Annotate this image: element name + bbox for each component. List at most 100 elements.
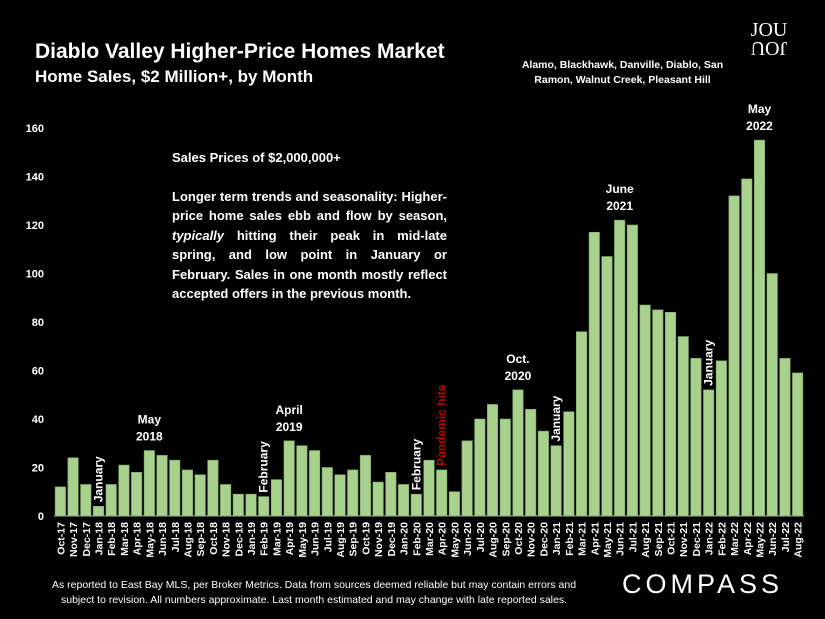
x-tick-label: Aug-20 (488, 522, 500, 558)
x-tick-label: May-22 (755, 522, 767, 558)
x-tick-label: Jul-19 (322, 522, 334, 553)
x-tick-label: Feb-20 (411, 522, 423, 556)
chart-title: Diablo Valley Higher-Price Homes Market (35, 40, 445, 63)
annotation-label: 2020 (505, 369, 532, 383)
x-tick-label: Jan-19 (246, 522, 258, 555)
bar (639, 304, 651, 517)
x-tick-label: Nov-20 (526, 522, 538, 557)
description-box: Sales Prices of $2,000,000+ Longer term … (172, 148, 447, 304)
y-tick-label: 60 (32, 366, 44, 378)
annotation-label: 2021 (606, 199, 633, 213)
x-tick-label: Jun-18 (157, 522, 169, 556)
bar (563, 411, 575, 517)
annotation-label: 2022 (746, 119, 773, 133)
bar (550, 445, 562, 517)
x-tick-label: Jun-22 (767, 522, 779, 556)
annotation-label: May (138, 413, 162, 427)
x-tick-label: Mar-21 (577, 522, 589, 556)
x-tick-label: Dec-19 (386, 522, 398, 557)
bar (207, 459, 219, 517)
bar (143, 450, 155, 517)
bar (512, 389, 524, 517)
bar (741, 178, 753, 517)
x-tick-label: Sep-19 (348, 522, 360, 557)
x-tick-label: Aug-21 (640, 522, 652, 558)
x-tick-label: Dec-21 (691, 522, 703, 557)
y-tick-label: 20 (32, 463, 44, 475)
x-tick-label: Aug-22 (793, 522, 805, 558)
x-tick-label: Jan-22 (704, 522, 716, 555)
annotation-label: April (275, 403, 302, 417)
x-tick-label: May-18 (144, 522, 156, 558)
bar (448, 491, 460, 517)
x-tick-label: Dec-20 (538, 522, 550, 557)
x-tick-label: Mar-19 (271, 522, 283, 556)
x-tick-label: Oct-17 (55, 522, 67, 555)
bar (296, 445, 308, 517)
x-tick-label: Apr-22 (742, 522, 754, 555)
annotation-label: Pandemic hits (435, 384, 449, 466)
bar (436, 469, 448, 517)
bar (601, 256, 613, 517)
bar (92, 505, 105, 517)
x-tick-label: Jun-20 (462, 522, 474, 556)
bar (398, 484, 410, 517)
x-tick-label: Oct-18 (208, 522, 220, 555)
y-tick-label: 0 (38, 511, 44, 523)
x-tick-label: Nov-18 (221, 522, 233, 557)
x-tick-label: Nov-21 (678, 522, 690, 557)
description-text-2: hitting their peak in mid-late spring, a… (172, 227, 447, 302)
annotation-label: February (409, 438, 423, 490)
bar (753, 139, 766, 517)
x-tick-label: Feb-19 (259, 522, 271, 556)
bar (245, 493, 257, 517)
x-tick-label: Sep-20 (500, 522, 512, 557)
bar (372, 481, 384, 517)
x-tick-label: Sep-18 (195, 522, 207, 557)
bar (283, 440, 295, 517)
bar (537, 430, 549, 517)
bar (715, 360, 727, 517)
bar (232, 493, 244, 517)
x-tick-label: May-20 (449, 522, 461, 558)
bar (665, 311, 677, 517)
annotation-label: January (549, 395, 563, 441)
x-tick-label: Oct-21 (666, 522, 678, 555)
bar (487, 404, 499, 517)
brand-logo: JOU JOU (750, 19, 788, 59)
bar (131, 472, 143, 517)
bar (67, 457, 79, 517)
bar (169, 459, 181, 517)
x-tick-label: Jul-22 (780, 522, 792, 553)
bar (614, 219, 626, 517)
bar (703, 389, 715, 517)
annotation-label: June (606, 182, 634, 196)
x-tick-label: Jul-20 (475, 522, 487, 553)
bar (54, 486, 66, 517)
x-tick-label: May-19 (297, 522, 309, 558)
chart-subtitle: Home Sales, $2 Million+, by Month (35, 67, 314, 86)
y-tick-label: 160 (26, 123, 44, 135)
bar (728, 195, 740, 517)
x-tick-label: Dec-17 (81, 522, 93, 557)
bar (652, 309, 664, 517)
x-tick-label: May-21 (602, 522, 614, 558)
x-tick-label: Nov-19 (373, 522, 385, 557)
x-tick-label: Jun-21 (615, 522, 627, 556)
bar (321, 467, 333, 517)
region-list: Alamo, Blackhawk, Danville, Diablo, San … (521, 59, 724, 86)
annotation-label: Oct. (506, 352, 529, 366)
bar (105, 484, 117, 517)
y-tick-label: 120 (26, 220, 44, 232)
x-tick-label: Jul-21 (627, 522, 639, 553)
y-tick-label: 40 (32, 414, 44, 426)
x-tick-label: Mar-22 (729, 522, 741, 556)
bar (588, 231, 600, 517)
bar (80, 484, 92, 517)
x-tick-label: Nov-17 (68, 522, 80, 557)
bar (220, 484, 232, 517)
y-tick-label: 140 (26, 172, 44, 184)
bar (690, 358, 702, 517)
bar (779, 358, 791, 517)
